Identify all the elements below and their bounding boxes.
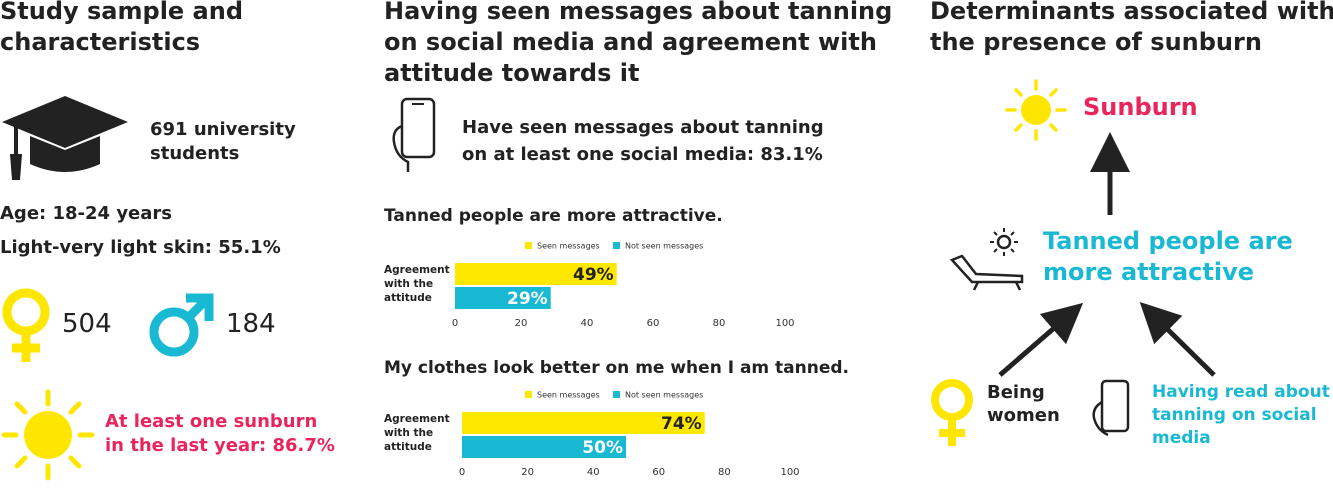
arrows — [998, 132, 1216, 377]
title-line: on social media and agreement with — [384, 28, 877, 56]
bar — [462, 412, 705, 434]
phone-icon — [1092, 379, 1130, 437]
x-tick-label: 100 — [775, 318, 794, 329]
sunbed-icon — [949, 228, 1024, 291]
title-line: Determinants associated with — [930, 0, 1333, 25]
bar — [455, 263, 617, 285]
x-tick-label: 60 — [647, 318, 660, 329]
factor-social: Having read about tanning on social media — [1152, 381, 1330, 450]
x-tick-label: 100 — [780, 467, 799, 478]
section-title: Determinants associated with the presence… — [930, 0, 1333, 58]
text-line: Having read about — [1152, 382, 1330, 402]
male-icon — [149, 293, 214, 357]
phone-icon — [392, 97, 436, 172]
chart-title: Tanned people are more attractive. — [384, 206, 723, 226]
legend-label: Seen messages — [537, 242, 600, 251]
female-icon — [2, 288, 50, 362]
male-count: 184 — [226, 309, 276, 339]
bar — [455, 287, 551, 309]
female-count: 504 — [62, 309, 112, 339]
sun-icon — [1005, 79, 1067, 141]
participants: 691 university students — [150, 118, 296, 166]
title-line: the presence of sunburn — [930, 28, 1262, 56]
x-tick-label: 80 — [713, 318, 726, 329]
sunburn-stat: At least one sunburn in the last year: 86… — [105, 410, 335, 458]
x-tick-label: 0 — [459, 467, 465, 478]
title-line: characteristics — [0, 28, 201, 56]
value-label: 29% — [507, 289, 548, 309]
bar-chart: Tanned people are more attractive. Seen m… — [384, 206, 795, 329]
legend-swatch — [525, 391, 532, 398]
text-line: Being — [987, 382, 1045, 403]
text-line: more attractive — [1043, 258, 1254, 286]
x-tick-label: 40 — [587, 467, 600, 478]
female-icon — [931, 379, 973, 446]
title-line: attitude towards it — [384, 59, 640, 87]
legend-swatch — [525, 242, 532, 249]
text-line: Tanned people are — [1043, 227, 1293, 255]
x-tick-label: 20 — [515, 318, 528, 329]
legend-swatch — [613, 242, 620, 249]
x-tick-label: 20 — [521, 467, 534, 478]
x-tick-label: 0 — [452, 318, 458, 329]
category-label: Agreement with the attitude — [384, 264, 450, 304]
category-label-box: Agreement with the attitude — [384, 264, 450, 304]
text-line: students — [150, 143, 240, 164]
title-line: Having seen messages about tanning — [384, 0, 893, 25]
graduation-cap-icon — [2, 96, 128, 180]
section-title: Study sample and characteristics — [0, 0, 243, 58]
section-title: Having seen messages about tanning on soc… — [384, 0, 892, 89]
legend-label: Seen messages — [537, 391, 600, 400]
text-line: Have seen messages about tanning — [462, 117, 824, 138]
value-label: 50% — [582, 438, 623, 458]
outcome: Sunburn — [1083, 93, 1198, 121]
factor-women: Being women — [987, 381, 1060, 427]
text-line: 691 university — [150, 119, 296, 140]
category-label-box: Agreement with the attitude — [384, 413, 450, 453]
skin: Light-very light skin: 55.1% — [0, 237, 281, 258]
attitude: Tanned people are more attractive — [1043, 226, 1293, 288]
value-label: 74% — [661, 414, 702, 434]
bar — [462, 436, 626, 458]
chart-title: My clothes look better on me when I am t… — [384, 358, 849, 378]
age: Age: 18-24 years — [0, 203, 173, 224]
legend-swatch — [613, 391, 620, 398]
legend-label: Not seen messages — [625, 391, 703, 400]
x-tick-label: 40 — [581, 318, 594, 329]
text-line: tanning on social — [1152, 405, 1317, 425]
text-line: women — [987, 405, 1060, 426]
text-line: media — [1152, 428, 1211, 448]
bar-chart: My clothes look better on me when I am t… — [384, 358, 849, 478]
seen-stat: Have seen messages about tanning on at le… — [462, 114, 824, 168]
sun-icon — [1, 389, 95, 481]
legend-label: Not seen messages — [625, 242, 703, 251]
title-line: Study sample and — [0, 0, 244, 25]
x-tick-label: 60 — [652, 467, 665, 478]
category-label: Agreement with the attitude — [384, 413, 450, 453]
text-line: in the last year: 86.7% — [105, 435, 335, 456]
text-line: on at least one social media: 83.1% — [462, 144, 823, 165]
value-label: 49% — [573, 265, 614, 285]
x-tick-label: 80 — [718, 467, 731, 478]
text-line: At least one sunburn — [105, 411, 318, 432]
